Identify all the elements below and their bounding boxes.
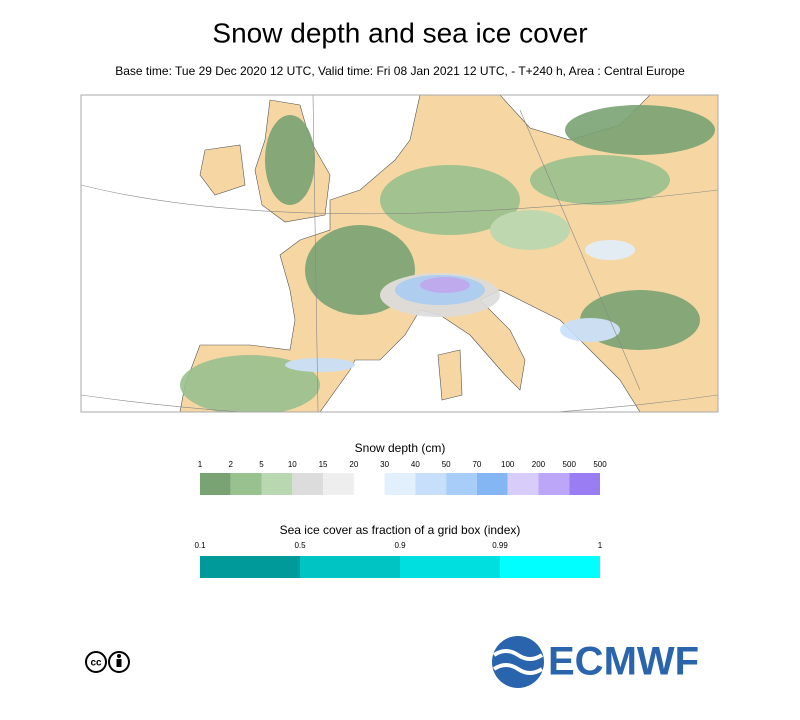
legend-label: 15 bbox=[319, 460, 328, 469]
legend-label: 50 bbox=[442, 460, 451, 469]
legend-label: 500 bbox=[593, 460, 607, 469]
title: Snow depth and sea ice cover bbox=[212, 17, 587, 48]
legend-swatch bbox=[230, 473, 262, 495]
legend-swatch bbox=[292, 473, 324, 495]
license-icon: cc bbox=[85, 651, 130, 673]
legend-swatch bbox=[353, 473, 385, 495]
legend-label: 20 bbox=[349, 460, 358, 469]
legend-swatch bbox=[500, 556, 600, 578]
legend-label: 0.9 bbox=[394, 541, 406, 550]
legend-label: 500 bbox=[563, 460, 577, 469]
legend-label: 1 bbox=[198, 460, 203, 469]
legend-label: 0.99 bbox=[492, 541, 508, 550]
legend-swatch bbox=[569, 473, 600, 495]
legend-swatch bbox=[507, 473, 539, 495]
legend-label: 100 bbox=[501, 460, 515, 469]
legend-label: 2 bbox=[229, 460, 234, 469]
legend-label: 0.5 bbox=[294, 541, 306, 550]
subtitle: Base time: Tue 29 Dec 2020 12 UTC, Valid… bbox=[115, 64, 685, 78]
legend-swatch bbox=[446, 473, 477, 495]
legend-label: 10 bbox=[288, 460, 297, 469]
legend-swatch bbox=[415, 473, 447, 495]
legend-label: 30 bbox=[380, 460, 389, 469]
legend-swatch bbox=[300, 556, 400, 578]
legend-label: 200 bbox=[532, 460, 546, 469]
legend-swatch bbox=[323, 473, 354, 495]
legend-swatch bbox=[200, 556, 300, 578]
legend-swatch bbox=[538, 473, 570, 495]
ice-legend: 0.1 0.5 0.9 0.99 1 bbox=[194, 541, 603, 578]
legend-swatch bbox=[384, 473, 416, 495]
legend-label: 5 bbox=[259, 460, 264, 469]
legend-label: 70 bbox=[472, 460, 481, 469]
legend-label: 1 bbox=[598, 541, 603, 550]
logo-text: ECMWF bbox=[548, 640, 699, 684]
legend-label: 0.1 bbox=[194, 541, 206, 550]
map bbox=[80, 94, 719, 413]
legend-swatch bbox=[261, 473, 293, 495]
license-text: cc bbox=[90, 658, 102, 669]
legend-swatch bbox=[400, 556, 500, 578]
ecmwf-logo: ECMWF bbox=[492, 636, 699, 688]
snow-legend: 1 2 5 10 15 20 30 40 50 70 100 200 500 500 bbox=[198, 460, 607, 495]
ice-legend-title: Sea ice cover as fraction of a grid box … bbox=[280, 523, 521, 537]
legend-swatch bbox=[200, 473, 231, 495]
legend-label: 40 bbox=[411, 460, 420, 469]
snow-legend-title: Snow depth (cm) bbox=[355, 441, 446, 455]
legend-swatch bbox=[476, 473, 508, 495]
